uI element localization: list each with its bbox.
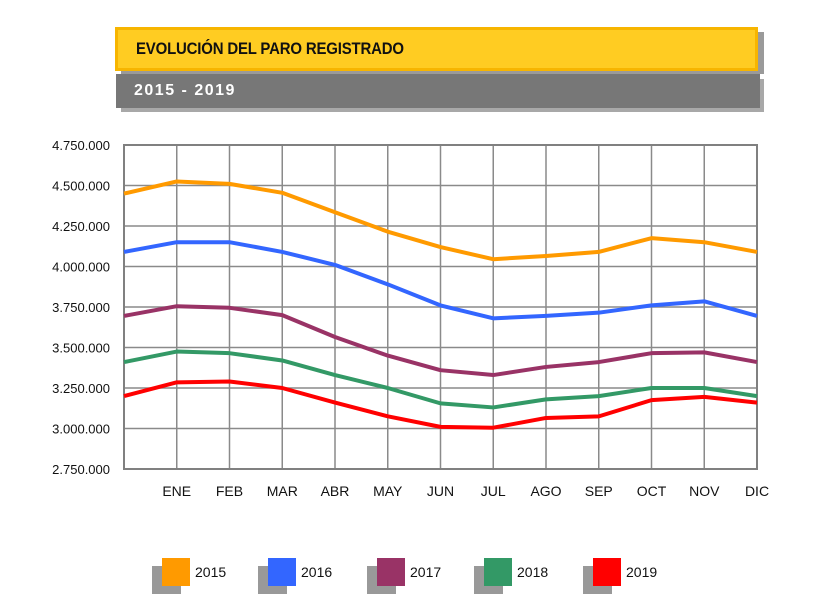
y-tick-label: 4.000.000 <box>52 260 110 275</box>
legend-item-2018: 2018 <box>474 558 574 598</box>
plot-frame <box>123 144 758 470</box>
x-tick-label: JUN <box>427 483 454 499</box>
x-tick-label: OCT <box>637 483 667 499</box>
legend-label: 2015 <box>195 564 227 580</box>
legend-item-2016: 2016 <box>258 558 358 598</box>
y-tick-label: 4.250.000 <box>52 219 110 234</box>
x-tick-label: JUL <box>481 483 506 499</box>
y-tick-label: 4.500.000 <box>52 179 110 194</box>
y-tick-label: 3.750.000 <box>52 300 110 315</box>
legend-label: 2017 <box>410 564 442 580</box>
x-tick-label: DIC <box>745 483 769 499</box>
legend-item-2019: 2019 <box>583 558 683 598</box>
x-tick-label: MAR <box>267 483 298 499</box>
x-tick-label: ENE <box>162 483 191 499</box>
x-tick-label: NOV <box>689 483 720 499</box>
chart-title: EVOLUCIÓN DEL PARO REGISTRADO <box>136 39 404 58</box>
x-tick-label: SEP <box>585 483 613 499</box>
legend-swatch <box>484 558 512 586</box>
x-tick-label: AGO <box>530 483 561 499</box>
legend-label: 2019 <box>626 564 658 580</box>
y-tick-label: 2.750.000 <box>52 462 110 477</box>
legend-swatch <box>268 558 296 586</box>
legend-label: 2018 <box>517 564 549 580</box>
legend-swatch <box>377 558 405 586</box>
chart-subtitle: 2015 - 2019 <box>134 82 236 99</box>
title-banner: EVOLUCIÓN DEL PARO REGISTRADO <box>115 27 758 71</box>
y-tick-label: 3.000.000 <box>52 422 110 437</box>
x-tick-label: MAY <box>373 483 403 499</box>
x-tick-label: FEB <box>216 483 243 499</box>
legend-swatch <box>593 558 621 586</box>
subtitle-banner: 2015 - 2019 <box>116 74 760 108</box>
y-tick-label: 4.750.000 <box>52 138 110 153</box>
legend-label: 2016 <box>301 564 333 580</box>
y-tick-label: 3.250.000 <box>52 381 110 396</box>
legend-swatch <box>162 558 190 586</box>
legend-item-2017: 2017 <box>367 558 467 598</box>
y-tick-label: 3.500.000 <box>52 341 110 356</box>
x-tick-label: ABR <box>321 483 350 499</box>
legend-item-2015: 2015 <box>152 558 252 598</box>
